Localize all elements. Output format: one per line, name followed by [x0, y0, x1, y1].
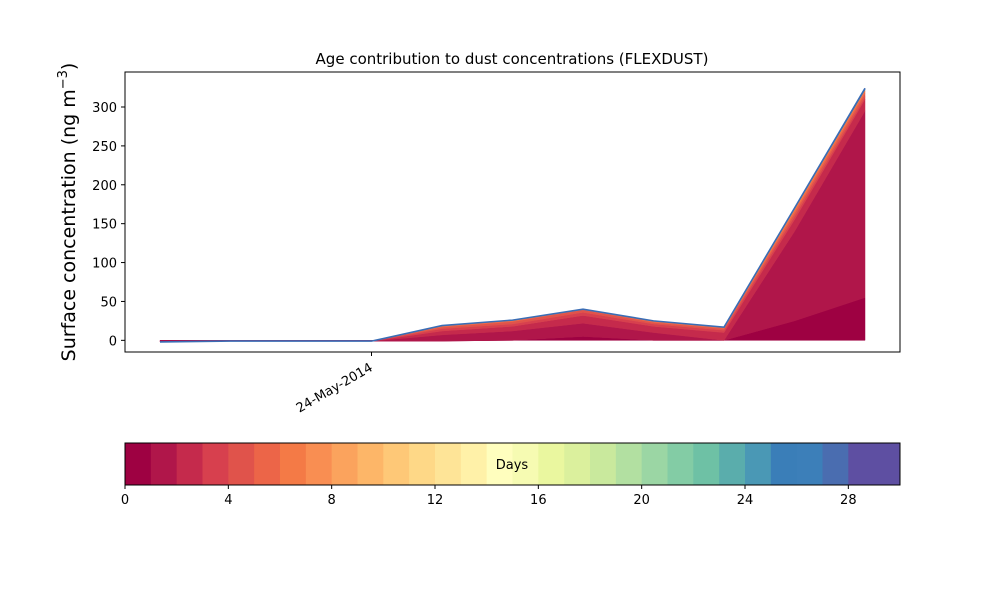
- colorbar-cell: [409, 443, 436, 485]
- colorbar-cell: [357, 443, 384, 485]
- y-axis-label-main: Surface concentration (ng m: [58, 89, 80, 361]
- colorbar-cell: [693, 443, 720, 485]
- colorbar-cell: [796, 443, 823, 485]
- colorbar-tick-label: 12: [427, 493, 444, 508]
- y-tick-label: 50: [100, 295, 117, 310]
- y-tick-label: 0: [109, 334, 117, 349]
- colorbar-cell: [590, 443, 617, 485]
- colorbar-cell: [486, 443, 513, 485]
- y-tick-label: 150: [92, 218, 117, 233]
- colorbar-cell: [770, 443, 798, 485]
- y-axis-label-superscript: −3: [56, 70, 71, 89]
- colorbar-cell: [331, 443, 358, 485]
- colorbar-cell: [745, 443, 772, 485]
- colorbar-cell: [125, 443, 152, 485]
- colorbar-tick-label: 0: [121, 493, 129, 508]
- colorbar-cell: [641, 443, 668, 485]
- colorbar-cell: [254, 443, 281, 485]
- colorbar-cell: [512, 443, 539, 485]
- y-tick-label: 250: [92, 140, 117, 155]
- colorbar-cell: [202, 443, 229, 485]
- colorbar-cell: [383, 443, 410, 485]
- colorbar-tick-label: 20: [633, 493, 650, 508]
- y-axis-label: Surface concentration (ng m−3): [56, 63, 80, 362]
- colorbar-cell: [874, 443, 901, 485]
- y-tick-label: 100: [92, 257, 117, 272]
- colorbar-cell: [280, 443, 307, 485]
- colorbar-tick-label: 8: [328, 493, 336, 508]
- total-outline-line: [159, 87, 866, 343]
- y-tick-label: 200: [92, 179, 117, 194]
- colorbar-cell: [848, 443, 875, 485]
- colorbar-cell: [435, 443, 462, 485]
- colorbar-frame: [124, 442, 901, 486]
- colorbar-cell: [719, 443, 746, 485]
- colorbar: [125, 443, 901, 485]
- colorbar-cell: [460, 443, 488, 485]
- colorbar-tick-label: 24: [737, 493, 754, 508]
- colorbar-cell: [305, 443, 333, 485]
- colorbar-label: Days: [496, 458, 529, 473]
- colorbar-cell: [228, 443, 255, 485]
- y-axis-label-close: ): [58, 63, 80, 70]
- y-tick-label: 300: [92, 101, 117, 116]
- y-axis-ticks: 0 50 100 150 200 250 300: [92, 101, 125, 349]
- colorbar-cell: [667, 443, 694, 485]
- colorbar-tick-label: 4: [224, 493, 232, 508]
- colorbar-ticks: 0 4 8 12 16 20 24 28: [121, 485, 857, 508]
- stacked-area-layers: [159, 87, 866, 343]
- plot-frame: [124, 71, 901, 353]
- colorbar-tick-label: 28: [840, 493, 857, 508]
- colorbar-cell: [150, 443, 178, 485]
- colorbar-cell: [822, 443, 849, 485]
- colorbar-cell: [564, 443, 591, 485]
- colorbar-cell: [176, 443, 203, 485]
- colorbar-cell: [538, 443, 565, 485]
- colorbar-cell: [615, 443, 643, 485]
- colorbar-tick-label: 16: [530, 493, 547, 508]
- chart-title: Age contribution to dust concentrations …: [316, 50, 709, 68]
